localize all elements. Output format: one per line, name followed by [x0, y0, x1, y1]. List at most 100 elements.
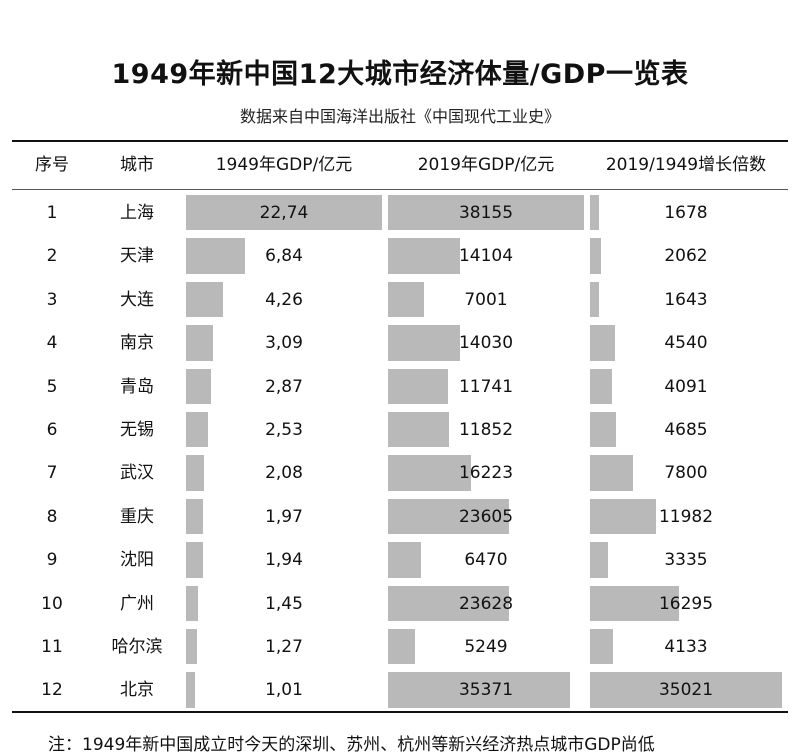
row-city: 哈尔滨 — [111, 637, 163, 657]
row-city: 武汉 — [120, 463, 154, 484]
row-city: 青岛 — [120, 376, 154, 397]
growth-bar — [590, 585, 680, 621]
row-city: 无锡 — [120, 420, 154, 440]
growth-bar — [590, 498, 656, 535]
gdp-2019-bar — [388, 195, 584, 231]
source-subtitle: 数据来自中国海洋出版社《中国现代工业史》 — [239, 107, 560, 126]
row-gdp-2019: 35371 — [458, 680, 514, 701]
row-index: 7 — [46, 463, 58, 484]
row-gdp-1949: 6,84 — [265, 246, 303, 267]
gdp-1949-bar — [186, 672, 195, 708]
gdp-2019-bar — [388, 672, 570, 708]
header-growth: 2019/1949增长倍数 — [605, 155, 767, 175]
row-gdp-1949: 3,09 — [265, 333, 303, 354]
gdp-2019-bar — [388, 542, 422, 578]
gdp-1949-bar — [186, 498, 203, 535]
row-gdp-2019: 14104 — [458, 246, 514, 267]
header-gdp-2019: 2019年GDP/亿元 — [417, 155, 555, 175]
header-gdp-1949: 1949年GDP/亿元 — [215, 155, 353, 175]
growth-bar — [590, 455, 633, 491]
table-bottom-rule — [12, 711, 788, 713]
row-gdp-2019: 7001 — [464, 289, 508, 310]
row-gdp-1949: 1,45 — [265, 593, 303, 614]
row-gdp-1949: 22,74 — [259, 203, 309, 223]
growth-bar — [590, 672, 782, 708]
gdp-1949-bar — [186, 281, 223, 318]
gdp-1949-bar — [186, 195, 382, 231]
row-gdp-2019: 23628 — [458, 593, 514, 614]
row-index: 1 — [46, 203, 58, 223]
row-gdp-1949: 2,87 — [265, 376, 303, 397]
row-index: 8 — [46, 506, 58, 527]
row-index: 2 — [46, 246, 58, 267]
gdp-1949-bar — [186, 585, 199, 621]
gdp-1949-bar — [186, 238, 245, 274]
row-city: 广州 — [120, 593, 154, 614]
gdp-1949-bar — [186, 325, 213, 361]
row-growth: 4133 — [664, 637, 708, 657]
row-gdp-2019: 6470 — [464, 550, 508, 571]
header-bottom-rule — [12, 189, 788, 190]
row-growth: 4685 — [664, 420, 708, 440]
row-growth: 3335 — [664, 550, 708, 571]
row-gdp-1949: 1,94 — [265, 550, 303, 571]
row-city: 重庆 — [120, 506, 154, 527]
row-index: 3 — [46, 289, 58, 310]
growth-bar — [590, 629, 613, 665]
gdp-1949-bar — [186, 412, 208, 448]
gdp-2019-bar — [388, 412, 449, 448]
row-gdp-1949: 1,27 — [265, 637, 303, 657]
row-gdp-1949: 1,01 — [265, 680, 303, 701]
growth-bar — [590, 195, 600, 231]
row-city: 上海 — [120, 203, 154, 223]
page-title: 1949年新中国12大城市经济体量/GDP一览表 — [111, 59, 689, 90]
growth-bar — [590, 542, 609, 578]
gdp-2019-bar — [388, 325, 461, 361]
row-index: 12 — [41, 680, 63, 701]
row-growth: 1678 — [664, 203, 708, 223]
growth-bar — [590, 368, 613, 404]
row-gdp-2019: 23605 — [458, 506, 514, 527]
growth-bar — [590, 325, 615, 361]
gdp-1949-bar — [186, 629, 197, 665]
row-gdp-1949: 1,97 — [265, 506, 303, 527]
row-gdp-2019: 38155 — [458, 203, 514, 223]
row-index: 5 — [46, 376, 58, 397]
row-growth: 11982 — [658, 506, 714, 527]
gdp-2019-bar — [388, 585, 510, 621]
row-growth: 4091 — [664, 376, 708, 397]
gdp-2019-bar — [388, 281, 424, 318]
gdp-1949-bar — [186, 542, 203, 578]
row-index: 4 — [46, 333, 58, 354]
row-city: 南京 — [120, 333, 154, 354]
row-gdp-2019: 16223 — [458, 463, 514, 484]
row-gdp-1949: 2,08 — [265, 463, 303, 484]
table-top-rule — [12, 140, 788, 142]
gdp-2019-bar — [388, 238, 461, 274]
row-index: 9 — [46, 550, 58, 571]
row-city: 天津 — [120, 246, 154, 267]
growth-bar — [590, 238, 602, 274]
gdp-2019-bar — [388, 368, 449, 404]
row-growth: 16295 — [658, 593, 714, 614]
row-growth: 2062 — [664, 246, 708, 267]
row-gdp-2019: 11852 — [458, 420, 514, 440]
gdp-2019-bar — [388, 629, 415, 665]
row-gdp-1949: 2,53 — [265, 420, 303, 440]
row-index: 10 — [41, 593, 63, 614]
row-gdp-2019: 5249 — [464, 637, 508, 657]
growth-bar — [590, 412, 616, 448]
row-growth: 4540 — [664, 333, 708, 354]
row-growth: 35021 — [658, 680, 714, 701]
row-gdp-1949: 4,26 — [265, 289, 303, 310]
gdp-1949-bar — [186, 368, 211, 404]
gdp-2019-bar — [388, 498, 510, 535]
footnote: 注：1949年新中国成立时今天的深圳、苏州、杭州等新兴经济热点城市GDP尚低 — [48, 735, 655, 755]
row-city: 大连 — [120, 289, 154, 310]
header-index: 序号 — [35, 155, 69, 175]
gdp-2019-bar — [388, 455, 472, 491]
row-index: 11 — [41, 637, 63, 657]
row-city: 北京 — [120, 680, 154, 701]
growth-bar — [590, 281, 599, 318]
row-gdp-2019: 14030 — [458, 333, 514, 354]
